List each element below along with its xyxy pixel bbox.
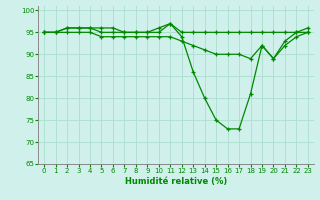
X-axis label: Humidité relative (%): Humidité relative (%) xyxy=(125,177,227,186)
